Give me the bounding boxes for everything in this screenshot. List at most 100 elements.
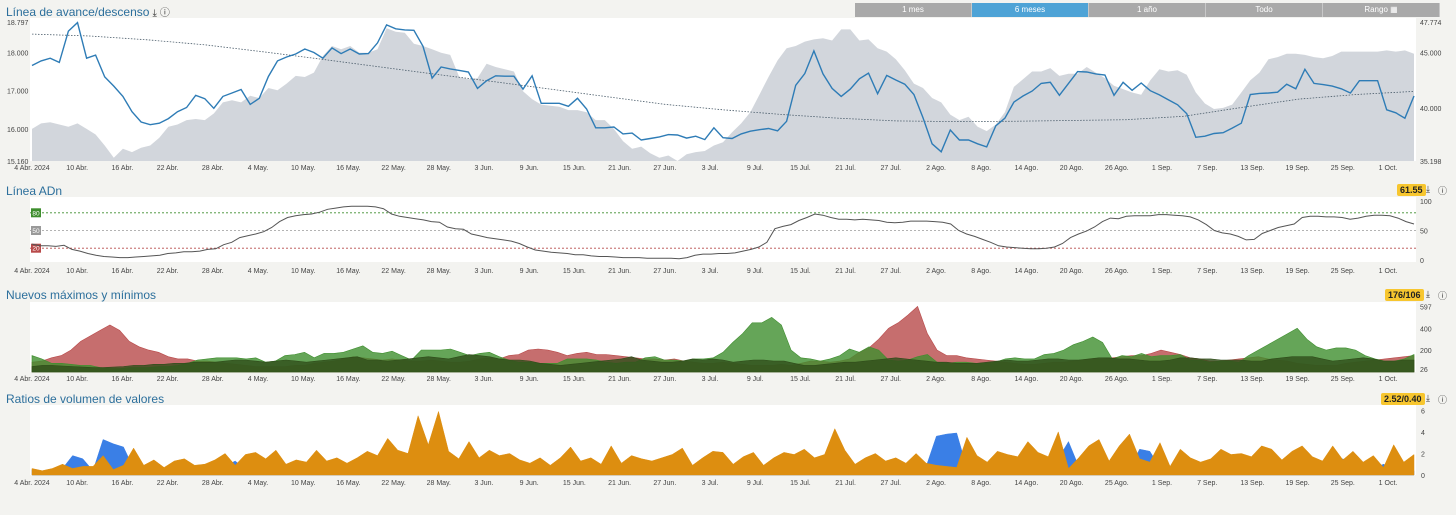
- x-tick-label: 27 Jul.: [880, 376, 901, 383]
- x-tick-label: 3 Jun.: [474, 165, 493, 172]
- x-tick-label: 16 May.: [336, 480, 360, 487]
- x-tick-label: 3 Jul.: [702, 376, 719, 383]
- x-tick-label: 1 Oct.: [1379, 268, 1398, 275]
- range-button-6m[interactable]: 6 meses: [972, 3, 1089, 17]
- reference-label-box: [31, 243, 41, 253]
- reference-label-box: [31, 208, 41, 218]
- x-tick-label: 21 Jun.: [608, 480, 631, 487]
- y-tick-label-left: 16.000: [7, 127, 29, 134]
- x-tick-label: 19 Sep.: [1286, 376, 1310, 383]
- y-tick-label: 0: [1420, 258, 1424, 265]
- x-tick-label: 25 Sep.: [1331, 376, 1355, 383]
- x-tick-label: 4 May.: [248, 268, 269, 275]
- x-tick-label: 20 Ago.: [1060, 376, 1084, 383]
- x-tick-label: 9 Jul.: [747, 376, 764, 383]
- x-tick-label: 26 Ago.: [1105, 268, 1129, 275]
- panel-advance-decline: Línea de avance/descenso ⤓ ⓘ 1 mes 6 meses…: [0, 0, 1456, 178]
- help-icon[interactable]: ⓘ: [1438, 291, 1448, 301]
- x-tick-label: 14 Ago.: [1015, 376, 1039, 383]
- x-tick-label: 15 Jul.: [790, 268, 811, 275]
- download-icon[interactable]: ⤓: [1426, 289, 1430, 299]
- x-tick-label: 21 Jun.: [608, 376, 631, 383]
- x-tick-label: 14 Ago.: [1015, 165, 1039, 172]
- x-tick-label: 19 Sep.: [1286, 480, 1310, 487]
- x-tick-label: 16 May.: [336, 165, 360, 172]
- x-tick-label: 10 May.: [291, 376, 315, 383]
- x-tick-label: 21 Jun.: [608, 268, 631, 275]
- x-tick-label: 9 Jun.: [520, 165, 539, 172]
- range-button-1m[interactable]: 1 mes: [855, 3, 972, 17]
- chart-title-advance-decline: Línea de avance/descenso ⤓ ⓘ: [6, 4, 170, 19]
- x-tick-label: 10 May.: [291, 268, 315, 275]
- x-tick-label: 10 May.: [291, 480, 315, 487]
- chart-highs-lows: 597 400 200 26 4 Abr. 2024 10 Abr. 16 Abr. 22 A…: [14, 302, 1432, 383]
- x-tick-label: 3 Jul.: [702, 480, 719, 487]
- y-tick-label-left: 18.000: [7, 50, 29, 57]
- chart-volume-ratios: 6 4 2 0 4 Abr. 2024 10 Abr. 16 Abr. 22 Abr. 28 A…: [14, 405, 1425, 487]
- chart-title-text: Ratios de volumen de valores: [6, 392, 165, 406]
- download-icon[interactable]: ⤓: [1426, 184, 1430, 194]
- x-tick-label: 4 Abr. 2024: [14, 268, 50, 275]
- y-tick-label: 0: [1421, 473, 1425, 480]
- reference-label: 80: [32, 210, 40, 217]
- x-tick-label: 2 Ago.: [926, 376, 946, 383]
- x-tick-label: 28 Abr.: [202, 165, 224, 172]
- y-tick-label-right: 40.000: [1420, 106, 1442, 113]
- x-tick-label: 15 Jul.: [790, 165, 811, 172]
- range-selector: 1 mes 6 meses 1 año Todo Rango ▦: [855, 3, 1440, 17]
- x-tick-label: 8 Ago.: [971, 376, 991, 383]
- series-line-advance-decline: [31, 21, 1415, 153]
- x-tick-label: 1 Oct.: [1379, 165, 1398, 172]
- y-tick-label: 4: [1421, 430, 1425, 437]
- x-tick-label: 2 Ago.: [926, 268, 946, 275]
- download-icon[interactable]: ⤓: [1426, 393, 1430, 403]
- help-icon[interactable]: ⓘ: [1438, 395, 1448, 405]
- x-tick-label: 3 Jun.: [474, 376, 493, 383]
- x-tick-label: 8 Ago.: [971, 480, 991, 487]
- panel-highs-lows: Nuevos máximos y mínimos 176/106 ⤓ ⓘ 597…: [0, 285, 1456, 385]
- x-tick-label: 3 Jul.: [702, 268, 719, 275]
- x-tick-label: 15 Jun.: [563, 480, 586, 487]
- x-tick-label: 1 Oct.: [1379, 480, 1398, 487]
- y-tick-label-left: 17.000: [7, 89, 29, 96]
- x-tick-label: 20 Ago.: [1060, 268, 1084, 275]
- x-tick-label: 21 Jul.: [835, 376, 856, 383]
- value-badge-highs-lows: 176/106: [1385, 289, 1424, 301]
- x-tick-label: 4 May.: [248, 165, 269, 172]
- x-tick-label: 4 Abr. 2024: [14, 376, 50, 383]
- x-tick-label: 26 Ago.: [1105, 165, 1129, 172]
- x-tick-label: 22 May.: [381, 165, 405, 172]
- y-tick-label: 6: [1421, 408, 1425, 415]
- x-tick-label: 13 Sep.: [1240, 268, 1264, 275]
- x-tick-label: 28 Abr.: [202, 480, 224, 487]
- x-tick-label: 7 Sep.: [1197, 480, 1217, 487]
- x-tick-label: 1 Oct.: [1379, 376, 1398, 383]
- x-tick-label: 7 Sep.: [1197, 165, 1217, 172]
- x-tick-label: 27 Jul.: [880, 480, 901, 487]
- x-tick-label: 9 Jun.: [520, 376, 539, 383]
- x-tick-label: 28 May.: [427, 480, 451, 487]
- x-tick-label: 16 Abr.: [112, 376, 134, 383]
- range-button-custom[interactable]: Rango ▦: [1323, 3, 1440, 17]
- range-button-1y[interactable]: 1 año: [1089, 3, 1206, 17]
- x-tick-label: 22 May.: [381, 376, 405, 383]
- reference-label: 20: [32, 246, 40, 253]
- x-tick-label: 25 Sep.: [1331, 480, 1355, 487]
- download-icon[interactable]: ⤓: [152, 8, 157, 19]
- x-tick-label: 25 Sep.: [1331, 268, 1355, 275]
- x-tick-label: 10 Abr.: [66, 165, 88, 172]
- x-tick-label: 16 May.: [336, 268, 360, 275]
- x-tick-label: 20 Ago.: [1060, 480, 1084, 487]
- x-tick-label: 25 Sep.: [1331, 165, 1355, 172]
- x-tick-label: 16 Abr.: [112, 268, 134, 275]
- x-tick-label: 4 May.: [248, 480, 269, 487]
- x-tick-label: 22 May.: [381, 480, 405, 487]
- range-button-all[interactable]: Todo: [1206, 3, 1323, 17]
- x-tick-label: 10 Abr.: [66, 376, 88, 383]
- x-tick-label: 15 Jun.: [563, 376, 586, 383]
- reference-label-box: [31, 226, 41, 235]
- x-tick-label: 15 Jul.: [790, 376, 811, 383]
- help-icon[interactable]: ⓘ: [1438, 186, 1448, 196]
- x-tick-label: 1 Sep.: [1152, 165, 1172, 172]
- help-icon[interactable]: ⓘ: [159, 8, 170, 19]
